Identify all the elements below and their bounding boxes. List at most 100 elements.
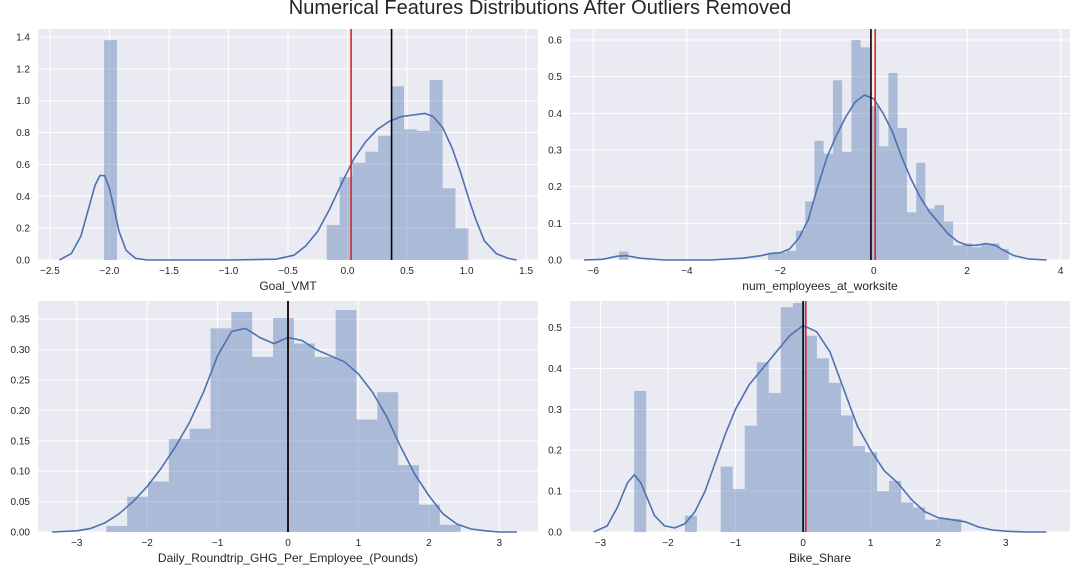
x-axis-label: num_employees_at_worksite [742, 279, 898, 293]
x-axis-label: Goal_VMT [259, 279, 317, 293]
x-tick-label: 0.0 [341, 266, 355, 277]
x-tick-label: 3 [496, 538, 502, 549]
x-tick-label: 1.5 [519, 266, 533, 277]
x-tick-label: −1 [212, 538, 224, 549]
x-tick-label: −1.5 [159, 266, 179, 277]
y-tick-label: 0.05 [11, 497, 31, 508]
histogram-bar [999, 249, 1009, 260]
x-tick-label: 2 [426, 538, 432, 549]
histogram-bar [943, 221, 954, 260]
y-tick-label: 0.10 [11, 467, 31, 478]
x-tick-label: −2 [141, 538, 153, 549]
x-tick-label: −6 [588, 266, 600, 277]
histogram-bar [439, 524, 461, 532]
x-tick-label: −3 [595, 538, 607, 549]
y-tick-label: 0.20 [11, 406, 31, 417]
histogram-bar [231, 311, 253, 532]
histogram-bar [293, 343, 315, 532]
histogram-bar [934, 205, 944, 260]
x-tick-label: 0 [871, 266, 877, 277]
histogram-bar [744, 425, 757, 532]
x-tick-label: 1 [868, 538, 874, 549]
histogram-bar [326, 224, 340, 260]
y-tick-label: 0.4 [16, 192, 30, 203]
plot-area [570, 29, 1070, 260]
histogram-bar [378, 135, 392, 260]
x-tick-label: −2.5 [40, 266, 60, 277]
histogram-bar [804, 335, 817, 532]
histogram-bar [962, 243, 972, 260]
y-tick-label: 0.1 [548, 219, 562, 230]
histogram-bar [877, 491, 890, 532]
histogram-bar [860, 47, 870, 261]
histogram-bar [842, 151, 852, 260]
histogram-bar [377, 392, 399, 532]
histogram-bar [777, 252, 787, 260]
histogram-bar [391, 86, 404, 261]
histogram-bar [314, 356, 336, 532]
y-tick-label: 1.4 [16, 32, 30, 43]
y-tick-label: 0.3 [548, 405, 562, 416]
x-tick-label: 0 [285, 538, 291, 549]
histogram-bar [990, 243, 1000, 260]
x-tick-label: −0.5 [278, 266, 298, 277]
histogram-bar [720, 466, 733, 532]
plot-area [570, 301, 1070, 532]
y-tick-label: 0.2 [548, 446, 562, 457]
y-tick-label: 0.1 [548, 487, 562, 498]
y-tick-label: 0.0 [16, 256, 30, 267]
histogram-bar [971, 247, 981, 260]
x-tick-label: 2 [964, 266, 970, 277]
x-tick-label: −2 [775, 266, 787, 277]
y-tick-label: 0.8 [16, 128, 30, 139]
y-tick-label: 0.0 [548, 528, 562, 539]
histogram-bar [403, 129, 417, 260]
x-tick-label: −4 [681, 266, 693, 277]
histogram-bar [339, 177, 353, 260]
y-tick-label: 0.6 [548, 36, 562, 47]
x-tick-label: −2 [662, 538, 674, 549]
histogram-bar [418, 504, 440, 532]
kde-curve [593, 324, 1047, 533]
y-tick-label: 0.6 [16, 160, 30, 171]
y-tick-label: 0.15 [11, 436, 31, 447]
x-axis-label: Bike_Share [789, 551, 851, 565]
histogram-bar [889, 480, 902, 532]
x-tick-label: −3 [71, 538, 83, 549]
x-tick-label: 2 [935, 538, 941, 549]
histogram-bar [786, 250, 796, 260]
histogram-bar [832, 80, 843, 260]
histogram-bar [352, 162, 366, 260]
histogram-bar [189, 428, 211, 532]
x-tick-label: 3 [1003, 538, 1009, 549]
histogram-bar [365, 151, 379, 260]
histogram-bar [937, 518, 950, 532]
histogram-bar [925, 208, 935, 260]
histogram-bar [901, 502, 914, 532]
histogram-bar [953, 245, 963, 260]
y-tick-label: 1.0 [16, 96, 30, 107]
y-tick-label: 0.4 [548, 364, 562, 375]
y-tick-label: 0.30 [11, 345, 31, 356]
histogram-bar [756, 362, 769, 532]
y-tick-label: 0.3 [548, 146, 562, 157]
histogram-bar [416, 130, 430, 260]
histogram-bar [795, 230, 806, 260]
kde-curve [583, 94, 1047, 261]
x-tick-label: 0 [800, 538, 806, 549]
histogram-bar [814, 140, 824, 260]
y-tick-label: 0.4 [548, 109, 562, 120]
x-tick-label: 0.5 [400, 266, 414, 277]
histogram-bar [148, 481, 169, 532]
y-tick-label: 0.2 [548, 182, 562, 193]
histogram-bar [168, 438, 190, 532]
x-tick-label: −1 [730, 538, 742, 549]
y-tick-label: 0.2 [16, 224, 30, 235]
histogram-bar [398, 465, 419, 532]
histogram-bar [768, 392, 781, 532]
histogram-bar [684, 515, 697, 532]
x-tick-label: 1 [356, 538, 362, 549]
